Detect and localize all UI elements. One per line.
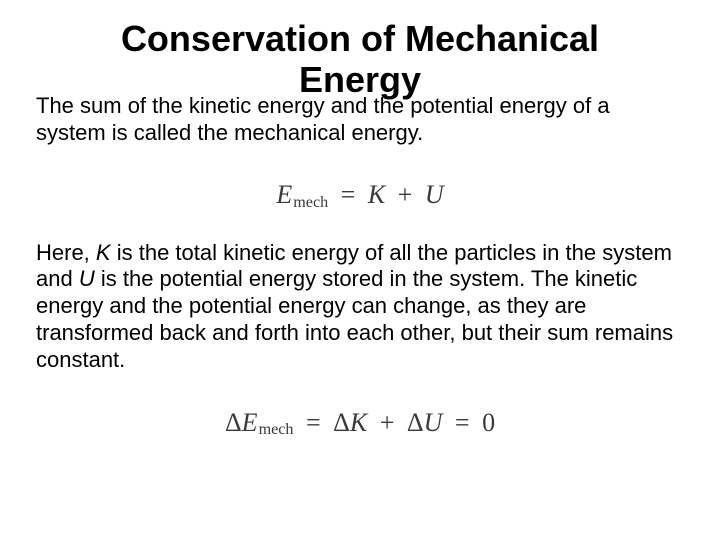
equation-2: ΔEmech = ΔK + ΔU = 0 — [225, 408, 495, 439]
slide: Conservation of Mechanical Energy The su… — [0, 0, 720, 540]
equation-2-wrap: ΔEmech = ΔK + ΔU = 0 — [36, 408, 684, 439]
intro-paragraph: The sum of the kinetic energy and the po… — [36, 93, 684, 147]
equation-1: Emech = K + U — [276, 180, 443, 211]
slide-title: Conservation of Mechanical Energy — [36, 18, 684, 101]
title-line1: Conservation of Mechanical — [121, 18, 599, 59]
equation-1-wrap: Emech = K + U — [36, 180, 684, 211]
explain-paragraph: Here, K is the total kinetic energy of a… — [36, 240, 684, 374]
